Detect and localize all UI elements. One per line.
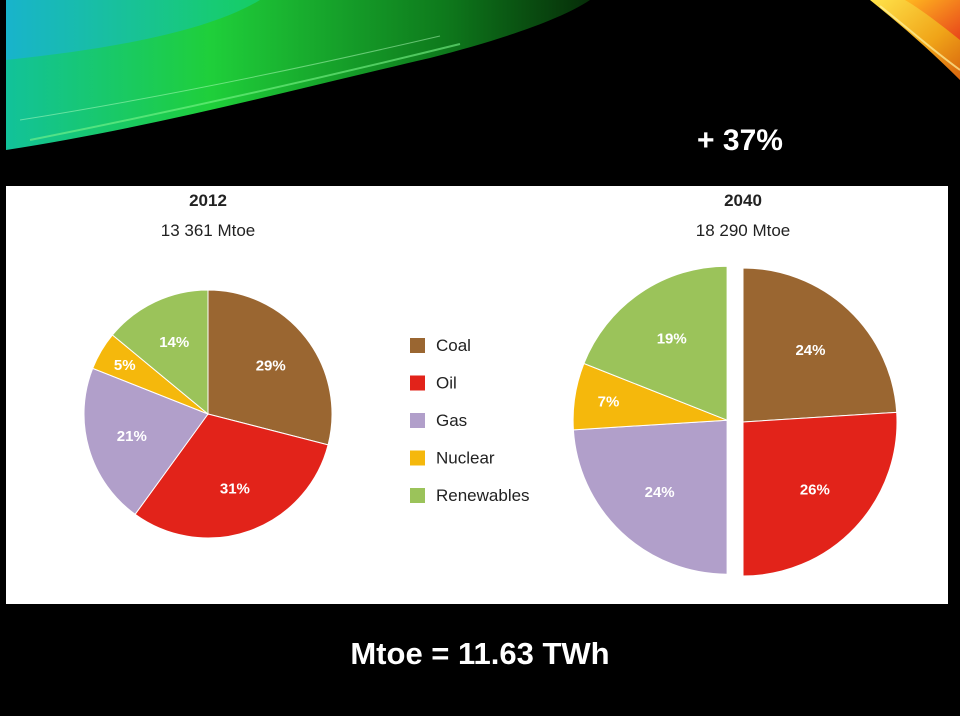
pie-slice-2012-renewables bbox=[111, 289, 209, 416]
legend-swatch-oil bbox=[410, 375, 425, 391]
legend-label-nuclear: Nuclear bbox=[436, 449, 495, 468]
legend-label-gas: Gas bbox=[436, 411, 467, 430]
pie-slice-2040-coal bbox=[742, 267, 898, 423]
pie-slice-2040-renewables bbox=[583, 265, 728, 421]
pie-subtitle-2012: 13 361 Mtoe bbox=[161, 221, 256, 240]
pie-label-2040-gas: 24% bbox=[645, 484, 675, 501]
decorative-banner bbox=[0, 0, 960, 190]
pie-label-2040-coal: 24% bbox=[795, 342, 825, 359]
pie-slice-2012-oil bbox=[134, 413, 329, 539]
legend-swatch-gas bbox=[410, 413, 425, 428]
pie-slice-2040-gas bbox=[572, 419, 728, 575]
legend-swatch-coal bbox=[410, 338, 425, 353]
pie-label-2012-coal: 29% bbox=[256, 357, 286, 374]
pie-label-2040-oil: 26% bbox=[800, 481, 830, 498]
legend-label-renewables: Renewables bbox=[436, 486, 530, 505]
legend-swatch-nuclear bbox=[410, 450, 425, 466]
pie-label-2012-oil: 31% bbox=[220, 481, 250, 498]
pie-title-2012: 2012 bbox=[189, 191, 227, 210]
pie-label-2012-gas: 21% bbox=[117, 428, 147, 445]
pie-charts: 2012 13 361 Mtoe 29% 31% 21% 5% 14% 2040 18 290 … bbox=[83, 191, 898, 577]
pie-slice-2012-coal bbox=[207, 289, 333, 446]
chart-panel: 2012 13 361 Mtoe 29% 31% 21% 5% 14% 2040 18 290 … bbox=[6, 186, 948, 604]
growth-label: + 37% bbox=[697, 124, 783, 157]
pie-slice-2012-gas bbox=[83, 367, 209, 516]
pie-label-2012-renewables: 14% bbox=[159, 334, 189, 351]
legend-swatch-renewables bbox=[410, 488, 425, 503]
pie-label-2012-nuclear: 5% bbox=[114, 357, 136, 374]
pie-label-2040-renewables: 19% bbox=[657, 331, 687, 348]
pie-subtitle-2040: 18 290 Mtoe bbox=[696, 221, 791, 240]
pie-slice-2040-oil bbox=[742, 411, 898, 577]
legend-label-oil: Oil bbox=[436, 374, 457, 393]
legend-label-coal: Coal bbox=[436, 336, 471, 355]
pie-title-2040: 2040 bbox=[724, 191, 762, 210]
pie-label-2040-nuclear: 7% bbox=[598, 393, 620, 410]
footer-conversion-note: Mtoe = 11.63 TWh bbox=[350, 636, 610, 671]
